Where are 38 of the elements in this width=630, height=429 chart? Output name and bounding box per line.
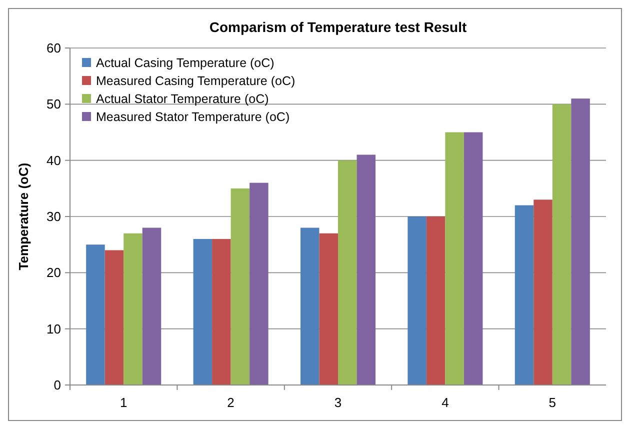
- x-tick-label: 1: [120, 395, 128, 410]
- y-tick-label: 30: [46, 209, 61, 224]
- bar: [571, 98, 590, 385]
- bar: [464, 132, 483, 385]
- legend-label: Measured Casing Temperature (oC): [96, 74, 296, 88]
- chart-title: Comparism of Temperature test Result: [209, 19, 467, 35]
- bar: [408, 216, 426, 385]
- bar: [534, 200, 552, 385]
- y-tick-label: 50: [46, 96, 61, 112]
- bar: [104, 250, 124, 385]
- bar: [124, 233, 142, 385]
- bar: [356, 154, 376, 385]
- bar: [250, 182, 268, 385]
- x-tick-label: 5: [548, 395, 556, 410]
- bar: [514, 205, 534, 385]
- y-axis-title: Temperature (oC): [16, 162, 31, 270]
- bar: [338, 160, 357, 385]
- x-tick-label: 4: [442, 395, 449, 410]
- bar: [212, 238, 231, 385]
- y-tick-label: 10: [46, 321, 61, 336]
- bar: [142, 228, 162, 385]
- bar: [300, 228, 320, 385]
- legend-label: Actual Casing Temperature (oC): [96, 56, 274, 70]
- bar: [426, 216, 446, 385]
- x-tick-label: 2: [227, 395, 234, 410]
- legend-label: Actual Stator Temperature (oC): [96, 92, 269, 106]
- y-tick-label: 40: [46, 152, 61, 168]
- bar: [86, 244, 105, 385]
- y-tick-label: 20: [46, 265, 61, 280]
- bar: [552, 104, 572, 385]
- y-tick-label: 60: [46, 40, 61, 56]
- x-tick-label: 3: [334, 395, 342, 410]
- bar: [193, 238, 212, 385]
- y-tick-label: 0: [54, 378, 61, 393]
- bar: [319, 233, 338, 385]
- bar: [230, 188, 250, 385]
- bar: [445, 132, 464, 385]
- legend-label: Measured Stator Temperature (oC): [96, 110, 290, 124]
